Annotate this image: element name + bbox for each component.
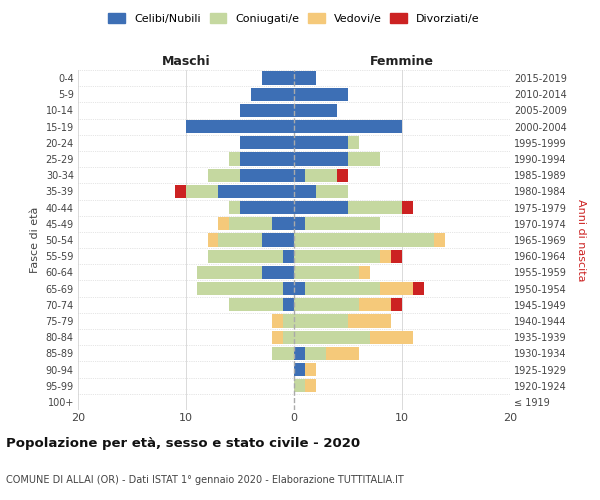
- Bar: [294, 201, 348, 214]
- Bar: [348, 136, 359, 149]
- Bar: [316, 185, 348, 198]
- Bar: [218, 185, 294, 198]
- Bar: [380, 250, 391, 263]
- Bar: [294, 168, 305, 182]
- Bar: [337, 168, 348, 182]
- Bar: [175, 185, 186, 198]
- Text: Femmine: Femmine: [370, 54, 434, 68]
- Bar: [305, 346, 326, 360]
- Bar: [240, 152, 294, 166]
- Bar: [305, 363, 316, 376]
- Bar: [294, 136, 348, 149]
- Bar: [294, 298, 359, 312]
- Bar: [294, 185, 316, 198]
- Bar: [380, 282, 413, 295]
- Bar: [283, 282, 294, 295]
- Bar: [208, 168, 240, 182]
- Bar: [229, 217, 272, 230]
- Bar: [305, 168, 337, 182]
- Bar: [305, 379, 316, 392]
- Y-axis label: Fasce di età: Fasce di età: [30, 207, 40, 273]
- Bar: [326, 346, 359, 360]
- Bar: [348, 152, 380, 166]
- Bar: [294, 88, 348, 101]
- Bar: [272, 314, 283, 328]
- Bar: [434, 234, 445, 246]
- Bar: [272, 217, 294, 230]
- Bar: [272, 330, 283, 344]
- Bar: [197, 266, 262, 279]
- Bar: [218, 234, 262, 246]
- Bar: [348, 314, 391, 328]
- Bar: [229, 201, 240, 214]
- Bar: [283, 298, 294, 312]
- Bar: [283, 314, 294, 328]
- Bar: [294, 250, 380, 263]
- Bar: [240, 201, 294, 214]
- Bar: [391, 250, 402, 263]
- Bar: [218, 217, 229, 230]
- Bar: [294, 120, 402, 134]
- Bar: [294, 330, 370, 344]
- Bar: [305, 282, 380, 295]
- Bar: [240, 104, 294, 117]
- Bar: [413, 282, 424, 295]
- Bar: [294, 363, 305, 376]
- Bar: [294, 379, 305, 392]
- Bar: [283, 330, 294, 344]
- Bar: [272, 346, 294, 360]
- Text: Popolazione per età, sesso e stato civile - 2020: Popolazione per età, sesso e stato civil…: [6, 437, 360, 450]
- Bar: [240, 136, 294, 149]
- Bar: [229, 298, 283, 312]
- Bar: [186, 185, 218, 198]
- Bar: [294, 314, 348, 328]
- Bar: [294, 152, 348, 166]
- Bar: [359, 266, 370, 279]
- Bar: [251, 88, 294, 101]
- Y-axis label: Anni di nascita: Anni di nascita: [577, 198, 586, 281]
- Bar: [294, 266, 359, 279]
- Bar: [391, 298, 402, 312]
- Bar: [294, 104, 337, 117]
- Bar: [186, 120, 294, 134]
- Bar: [208, 234, 218, 246]
- Bar: [208, 250, 283, 263]
- Bar: [294, 217, 305, 230]
- Bar: [294, 234, 434, 246]
- Bar: [348, 201, 402, 214]
- Bar: [294, 346, 305, 360]
- Bar: [262, 72, 294, 85]
- Text: COMUNE DI ALLAI (OR) - Dati ISTAT 1° gennaio 2020 - Elaborazione TUTTITALIA.IT: COMUNE DI ALLAI (OR) - Dati ISTAT 1° gen…: [6, 475, 404, 485]
- Bar: [262, 266, 294, 279]
- Bar: [370, 330, 413, 344]
- Bar: [197, 282, 283, 295]
- Bar: [305, 217, 380, 230]
- Bar: [262, 234, 294, 246]
- Bar: [294, 72, 316, 85]
- Bar: [229, 152, 240, 166]
- Bar: [402, 201, 413, 214]
- Legend: Celibi/Nubili, Coniugati/e, Vedovi/e, Divorziati/e: Celibi/Nubili, Coniugati/e, Vedovi/e, Di…: [106, 10, 482, 26]
- Text: Maschi: Maschi: [161, 54, 211, 68]
- Bar: [283, 250, 294, 263]
- Bar: [359, 298, 391, 312]
- Bar: [240, 168, 294, 182]
- Bar: [294, 282, 305, 295]
